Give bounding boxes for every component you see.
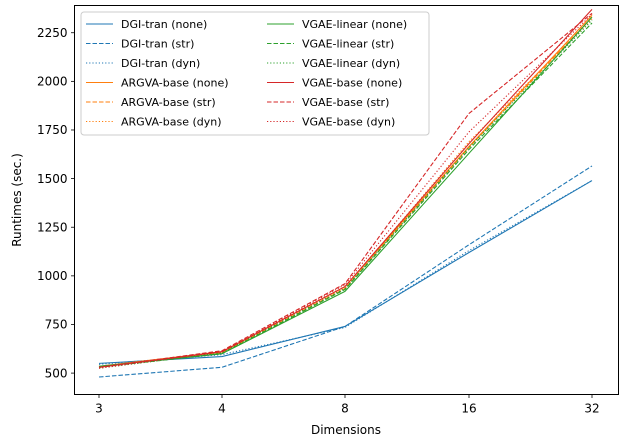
legend-label: VGAE-linear (dyn) [302, 57, 400, 70]
y-tick-label: 500 [45, 366, 68, 380]
y-axis-label: Runtimes (sec.) [10, 153, 24, 247]
legend-label: DGI-tran (none) [121, 18, 207, 31]
legend-label: VGAE-base (none) [302, 77, 402, 90]
x-axis-label: Dimensions [311, 423, 381, 437]
legend-label: DGI-tran (dyn) [121, 57, 200, 70]
legend-label: VGAE-linear (str) [302, 38, 394, 51]
legend-frame [80, 11, 430, 136]
legend-item-dgi-tran-dyn: DGI-tran (dyn) [86, 57, 200, 70]
y-tick-label: 2250 [37, 26, 68, 40]
legend: DGI-tran (none) DGI-tran (str) DGI-tran (d… [80, 11, 430, 136]
x-tick-label: 4 [218, 402, 226, 416]
legend-item-argva-base-str: ARGVA-base (str) [86, 96, 216, 109]
series-line-dgi-tran-none [98, 180, 593, 364]
legend-item-argva-base-none: ARGVA-base (none) [86, 77, 229, 90]
series-line-vgae-base-none [98, 9, 593, 368]
series-line-argva-base-dyn [98, 18, 593, 368]
plot-area-frame [74, 5, 619, 395]
series-line-dgi-tran-dyn [98, 180, 593, 365]
legend-item-vgae-linear-str: VGAE-linear (str) [267, 38, 394, 51]
y-axis: 500 750 1000 1250 1500 1750 2000 2250 [37, 26, 75, 380]
series-line-vgae-linear-str [98, 22, 593, 368]
legend-item-vgae-base-none: VGAE-base (none) [267, 77, 402, 90]
x-tick-label: 8 [341, 402, 349, 416]
y-tick-label: 2000 [37, 75, 68, 89]
x-tick-label: 16 [461, 402, 476, 416]
series-line-vgae-linear-dyn [98, 19, 593, 369]
series-layer [98, 9, 593, 378]
legend-item-vgae-base-dyn: VGAE-base (dyn) [267, 116, 395, 129]
legend-label: ARGVA-base (dyn) [121, 116, 222, 129]
legend-label: ARGVA-base (none) [121, 77, 229, 90]
legend-label: VGAE-base (dyn) [302, 116, 395, 129]
legend-item-argva-base-dyn: ARGVA-base (dyn) [86, 116, 222, 129]
y-tick-label: 1500 [37, 172, 68, 186]
y-tick-label: 750 [45, 318, 68, 332]
legend-item-dgi-tran-none: DGI-tran (none) [86, 18, 207, 31]
legend-label: DGI-tran (str) [121, 38, 194, 51]
legend-item-vgae-linear-none: VGAE-linear (none) [267, 18, 407, 31]
legend-label: VGAE-base (str) [302, 96, 389, 109]
y-tick-label: 1250 [37, 220, 68, 234]
x-tick-label: 32 [584, 402, 599, 416]
series-line-dgi-tran-str [98, 165, 593, 378]
series-line-vgae-base-str [98, 12, 593, 368]
x-axis: 3 4 8 16 32 [95, 394, 600, 416]
legend-item-dgi-tran-str: DGI-tran (str) [86, 38, 194, 51]
x-tick-label: 3 [95, 402, 103, 416]
legend-item-vgae-linear-dyn: VGAE-linear (dyn) [267, 57, 400, 70]
y-tick-label: 1000 [37, 269, 68, 283]
legend-label: VGAE-linear (none) [302, 18, 407, 31]
legend-item-vgae-base-str: VGAE-base (str) [267, 96, 389, 109]
legend-label: ARGVA-base (str) [121, 96, 216, 109]
y-tick-label: 1750 [37, 123, 68, 137]
